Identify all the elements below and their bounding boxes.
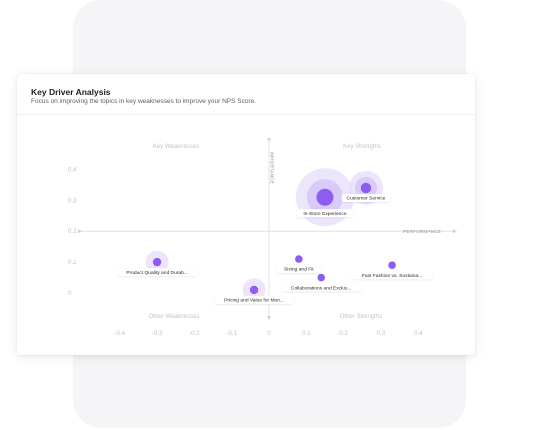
data-point (316, 188, 334, 206)
card-divider (17, 114, 475, 115)
data-point (152, 257, 162, 267)
y-tick-label: 0 (68, 290, 72, 297)
y-tick-label: 0.4 (68, 166, 77, 173)
data-point (388, 261, 396, 269)
point-label-box (281, 283, 361, 292)
y-tick-label: 0.3 (68, 197, 77, 204)
y-tick-label: 0.1 (68, 259, 77, 266)
data-point (249, 285, 259, 295)
point-label-box (117, 268, 197, 277)
x-tick-label: 0.2 (339, 330, 348, 337)
x-tick-label: 0.3 (377, 330, 386, 337)
x-tick-label: -0.3 (152, 330, 163, 337)
x-axis-label: PERFORMANCE (403, 229, 441, 234)
x-tick-label: 0 (267, 330, 271, 337)
quadrant-label-other-strengths: Other Strengths (340, 314, 382, 320)
point-label: Customer Service (347, 196, 386, 202)
point-label: In-Store Experience (303, 211, 347, 217)
point-label-box (341, 193, 391, 202)
x-tick-label: 0.1 (302, 330, 311, 337)
x-tick-label: -0.1 (226, 330, 237, 337)
key-driver-card: Key Driver Analysis Focus on improving t… (17, 74, 475, 355)
card-title: Key Driver Analysis (31, 87, 111, 97)
point-label-box (276, 265, 321, 274)
point-label: Sizing and Fit (284, 267, 314, 273)
point-label-box (352, 271, 432, 280)
quadrant-label-key-weaknesses: Key Weaknesses (153, 144, 199, 150)
y-tick-label: 0.2 (68, 228, 77, 235)
quadrant-label-other-weaknesses: Other Weaknesses (149, 314, 200, 320)
data-point (317, 273, 326, 282)
point-label: Fast Fashion vs. Sustaina... (362, 273, 422, 279)
point-label-box (214, 295, 294, 304)
point-label: Collaborations and Exclus... (291, 285, 352, 291)
point-label: Pricing and Value for Mon... (224, 298, 284, 304)
quadrant-label-key-strengths: Key Strengths (343, 144, 381, 150)
point-label: Product Quality and Durab... (126, 270, 188, 276)
y-axis-label: IMPORTANCE (270, 152, 275, 184)
x-tick-label: 0.4 (414, 330, 423, 337)
point-label-box (296, 209, 354, 218)
data-point (360, 182, 372, 194)
x-tick-label: -0.4 (114, 330, 125, 337)
data-point (295, 255, 303, 263)
x-tick-label: -0.2 (189, 330, 200, 337)
card-subtitle: Focus on improving the topics in key wea… (31, 98, 257, 105)
